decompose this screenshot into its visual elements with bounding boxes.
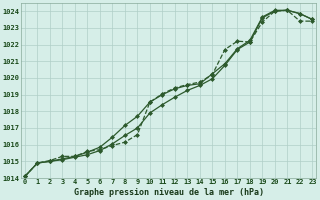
X-axis label: Graphe pression niveau de la mer (hPa): Graphe pression niveau de la mer (hPa) (74, 188, 264, 197)
